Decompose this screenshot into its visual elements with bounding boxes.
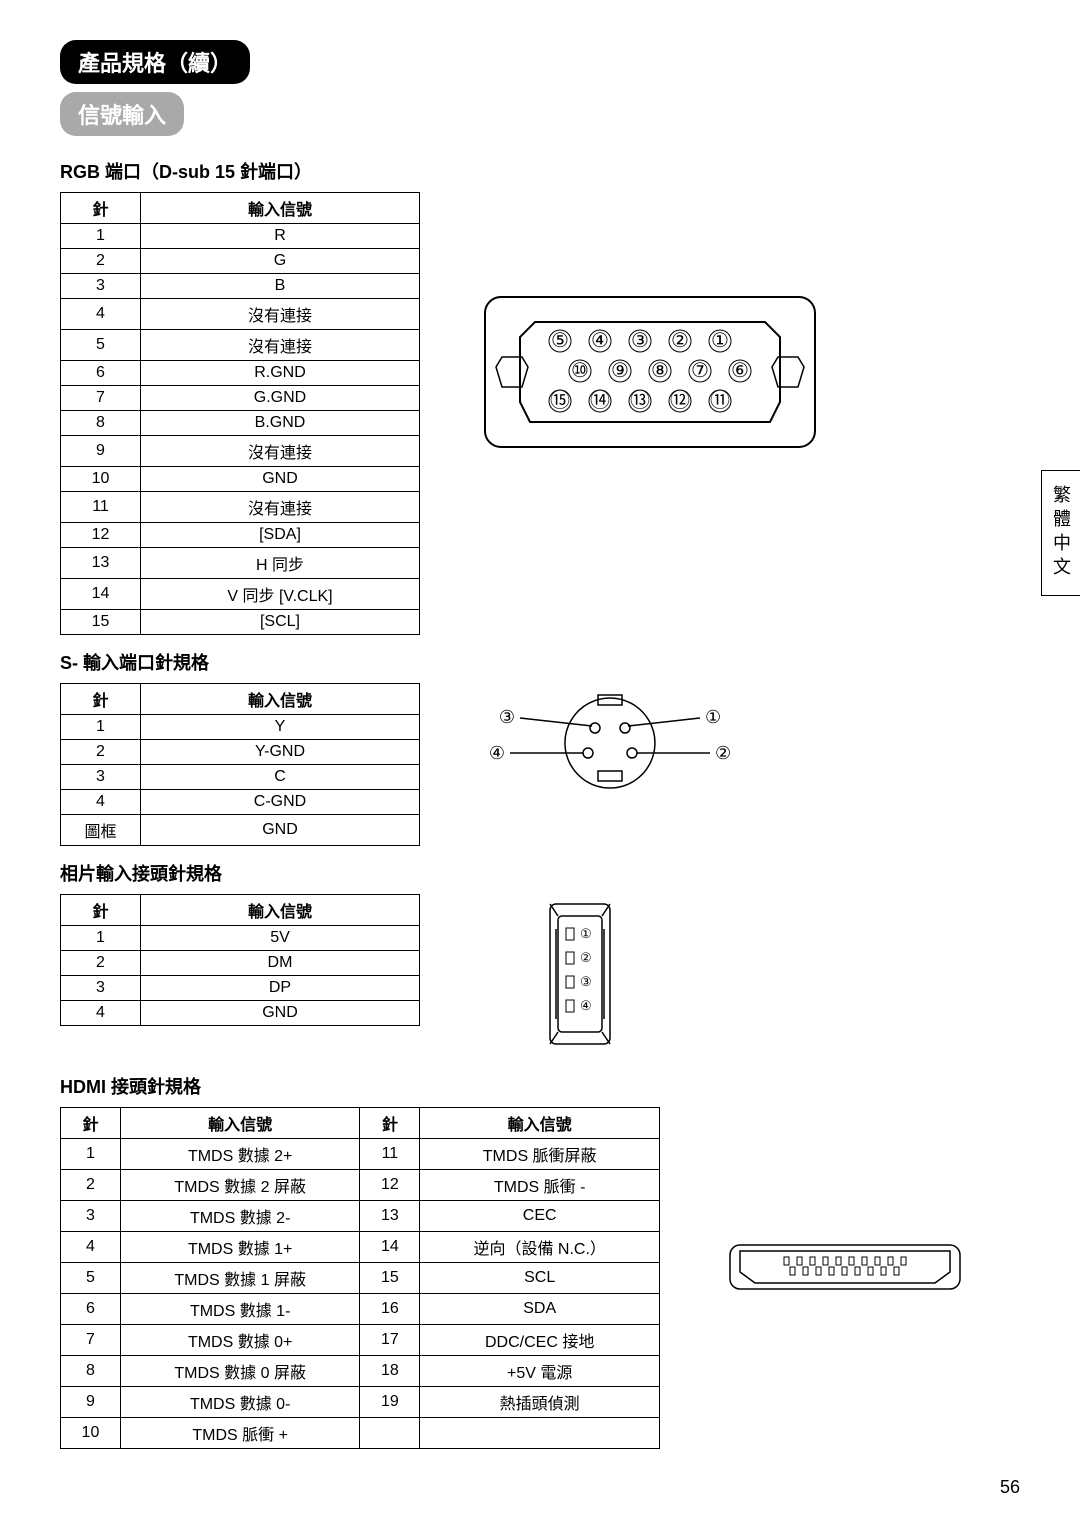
svg-text:⑧: ⑧ (651, 360, 669, 382)
svg-text:②: ② (580, 950, 592, 965)
svideo-diagram: ③ ① ④ ② (480, 683, 740, 818)
page-number: 56 (1000, 1477, 1020, 1498)
sub-title-pill: 信號輸入 (60, 92, 184, 136)
rgb-table: 針輸入信號1R2G3B4沒有連接5沒有連接6R.GND7G.GND8B.GND9… (60, 192, 420, 635)
sv-label-2: ② (715, 743, 731, 763)
sv-label-4: ④ (489, 743, 505, 763)
hdmi-diagram (720, 1237, 970, 1302)
svg-text:⑮: ⑮ (550, 389, 570, 412)
svideo-title: S- 輸入端口針規格 (60, 649, 1020, 675)
svg-text:⑥: ⑥ (731, 360, 749, 382)
svg-text:⑬: ⑬ (630, 389, 650, 412)
svg-text:④: ④ (580, 998, 592, 1013)
svg-text:⑦: ⑦ (691, 360, 709, 382)
hdmi-table: 針輸入信號針輸入信號1TMDS 數據 2+11TMDS 脈衝屏蔽2TMDS 數據… (60, 1107, 660, 1449)
svg-text:①: ① (711, 330, 729, 352)
svg-text:⑨: ⑨ (611, 360, 629, 382)
svg-text:⑤: ⑤ (551, 330, 569, 352)
photo-table: 針輸入信號15V2DM3DP4GND (60, 894, 420, 1026)
photo-title: 相片輸入接頭針規格 (60, 860, 1020, 886)
dsub-diagram: ⑤④③②① ⑩⑨⑧⑦⑥ ⑮⑭⑬⑫⑪ (480, 292, 820, 457)
language-tab: 繁體中文 (1041, 470, 1080, 596)
sv-label-1: ① (705, 707, 721, 727)
svg-text:②: ② (671, 330, 689, 352)
svg-text:⑩: ⑩ (571, 360, 589, 382)
svg-text:⑫: ⑫ (670, 389, 690, 412)
main-title-pill: 產品規格（續） (60, 40, 250, 84)
rgb-title: RGB 端口（D-sub 15 針端口） (60, 158, 1020, 184)
hdmi-title: HDMI 接頭針規格 (60, 1073, 1020, 1099)
sv-label-3: ③ (499, 707, 515, 727)
usb-diagram: ① ② ③ ④ (520, 894, 640, 1059)
svg-text:①: ① (580, 926, 592, 941)
svg-text:③: ③ (631, 330, 649, 352)
svg-text:③: ③ (580, 974, 592, 989)
svg-text:④: ④ (591, 330, 609, 352)
svideo-table: 針輸入信號1Y2Y-GND3C4C-GND圖框GND (60, 683, 420, 846)
svg-text:⑪: ⑪ (710, 389, 730, 412)
svg-text:⑭: ⑭ (590, 389, 610, 412)
